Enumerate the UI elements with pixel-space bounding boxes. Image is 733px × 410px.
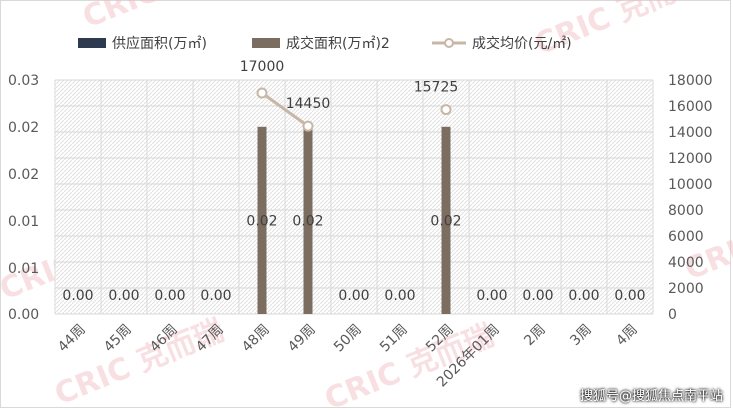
bar-label-51周: 0.00 [384,288,415,304]
y-right-tick: 18000 [668,73,713,89]
price-label-49周: 14450 [286,96,331,112]
point-49周 [302,120,314,132]
plot-background [55,80,653,314]
y-right-tick: 8000 [668,203,704,219]
point-48周 [256,87,268,99]
bar-label-2周: 0.00 [522,288,553,304]
y-right-tick: 6000 [668,229,704,245]
watermark-1: CRIC 克而瑞 [530,0,709,62]
data-labels: 0.00 0.00 0.00 0.00 0.02 0.02 0.00 0.00 0.02 0.00… [62,59,645,304]
source-caption: 搜狐号@搜狐焦点南平站 [579,389,723,404]
y-left-tick: 0.00 [8,307,39,323]
y-axis-right: 0 2000 4000 6000 8000 10000 12000 14000 16000 180… [668,73,713,323]
y-left-tick: 0.01 [8,214,39,230]
y-left-tick: 0.01 [8,261,39,277]
legend-label-price: 成交均价(元/㎡) [472,35,572,52]
line-segment [261,91,309,128]
x-tick-48周: 48周 [239,322,273,356]
y-right-tick: 0 [668,307,677,323]
y-left-tick: 0.02 [8,167,39,183]
legend-swatch-marker [444,38,454,48]
bar-label-3周: 0.00 [568,288,599,304]
y-right-tick: 16000 [668,99,713,115]
x-tick-50周: 50周 [331,322,365,356]
y-right-tick: 10000 [668,177,713,193]
point-52周 [440,104,452,116]
plot-area [55,80,653,314]
legend-label-deal-area: 成交面积(万㎡)2 [286,35,390,52]
bar-label-50周: 0.00 [338,288,369,304]
y-right-tick: 2000 [668,281,704,297]
legend-swatch-deal-area [252,38,280,48]
price-line [256,87,452,132]
legend-swatch-supply [78,38,106,48]
price-label-52周: 15725 [414,80,459,96]
y-right-tick: 4000 [668,255,704,271]
x-tick-2周: 2周 [521,322,549,350]
bars [257,126,451,314]
bar-52周 [441,126,451,314]
bar-label-47周: 0.00 [200,288,231,304]
y-left-tick: 0.03 [8,73,39,89]
bar-label-44周: 0.00 [62,288,93,304]
y-axis-left: 0.00 0.01 0.01 0.02 0.02 0.03 [8,73,39,323]
bar-label-46周: 0.00 [154,288,185,304]
y-right-tick: 14000 [668,125,713,141]
watermark-0: CRIC 克而瑞 [78,0,257,35]
bar-49周 [303,126,313,314]
x-tick-44周: 44周 [55,322,89,356]
bar-label-49周: 0.02 [292,213,323,229]
bar-label-52周: 0.02 [430,213,461,229]
bar-label-2026年01周: 0.00 [476,288,507,304]
x-tick-49周: 49周 [285,322,319,356]
legend-label-supply: 供应面积(万㎡) [112,35,207,52]
y-left-tick: 0.02 [8,120,39,136]
x-tick-3周: 3周 [567,322,595,350]
x-tick-4周: 4周 [613,322,641,350]
bar-label-48周: 0.02 [246,213,277,229]
bar-48周 [257,126,267,314]
price-label-48周: 17000 [240,59,285,75]
bar-label-45周: 0.00 [108,288,139,304]
legend: 供应面积(万㎡) 成交面积(万㎡)2 成交均价(元/㎡) [78,35,572,52]
y-right-tick: 12000 [668,151,713,167]
bar-label-4周: 0.00 [614,288,645,304]
gridlines [54,79,654,315]
